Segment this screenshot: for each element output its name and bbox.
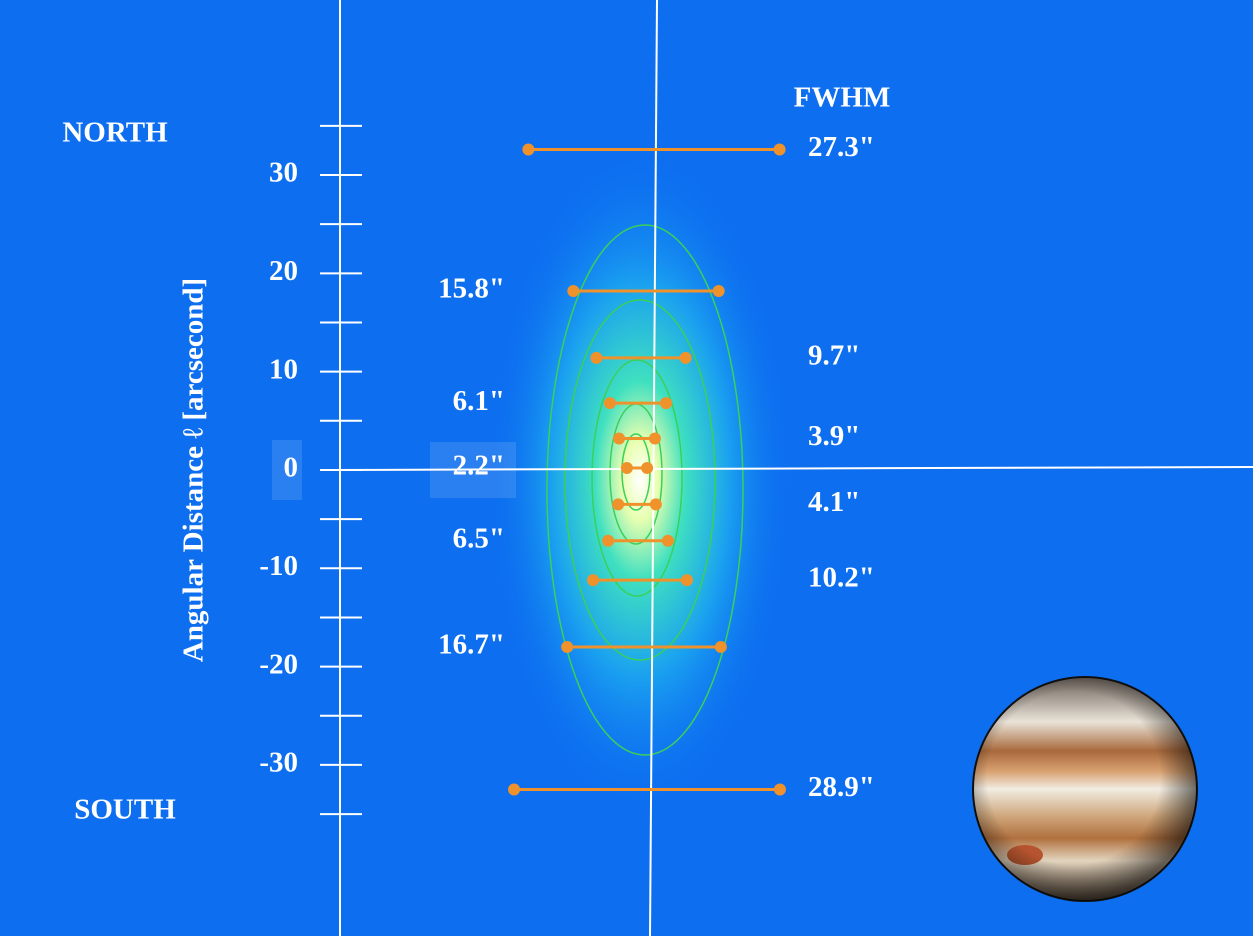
- y-tick-label: -30: [259, 747, 298, 779]
- bar-end: [602, 534, 615, 547]
- label-highlight: [272, 440, 302, 500]
- bar-end: [508, 783, 521, 796]
- north-label: NORTH: [62, 117, 168, 149]
- y-tick-label: -20: [259, 648, 298, 680]
- fwhm-value-label: 3.9": [808, 420, 860, 452]
- y-tick-label: -10: [259, 550, 298, 582]
- fwhm-value-label: 4.1": [808, 486, 860, 518]
- bar-end: [561, 640, 574, 653]
- bar-end: [773, 783, 786, 796]
- bar-end: [714, 640, 727, 653]
- contours: [546, 224, 744, 756]
- bar-end: [660, 397, 673, 410]
- fwhm-value-label: 27.3": [808, 131, 875, 163]
- bar-end: [620, 462, 633, 474]
- y-axis-label: Angular Distance ℓ [arcsecond]: [178, 278, 210, 662]
- fwhm-value-label: 9.7": [808, 340, 860, 372]
- fwhm-value-label: 16.7": [438, 629, 505, 661]
- bar-end: [612, 498, 625, 511]
- equator-line: [329, 466, 1253, 471]
- fwhm-label: FWHM: [794, 82, 891, 114]
- bar-end: [679, 351, 692, 364]
- fwhm-value-label: 15.8": [438, 273, 505, 305]
- fwhm-value-label: 28.9": [808, 771, 875, 803]
- fwhm-value-label: 10.2": [808, 562, 875, 594]
- south-label: SOUTH: [74, 794, 176, 826]
- bar-end: [522, 143, 535, 156]
- bar-end: [641, 462, 654, 474]
- fwhm-value-label: 2.2": [453, 450, 505, 482]
- y-tick-label: 0: [284, 452, 299, 484]
- bar-end: [649, 498, 662, 511]
- bar-end: [661, 534, 674, 547]
- bar-end: [680, 574, 693, 587]
- jupiter: [972, 676, 1198, 902]
- bar-end: [567, 285, 580, 298]
- fwhm-value-label: 6.5": [453, 522, 505, 554]
- bar-end: [613, 432, 626, 445]
- bar-end: [712, 285, 725, 298]
- y-tick-label: 10: [269, 353, 298, 385]
- fwhm-value-label: 6.1": [453, 385, 505, 417]
- bar-end: [590, 351, 603, 364]
- bar-end: [587, 574, 600, 587]
- glow: [490, 150, 790, 810]
- bar-end: [648, 432, 661, 445]
- bar-end: [773, 143, 786, 156]
- y-tick-label: 20: [269, 255, 298, 287]
- y-tick-label: 30: [269, 157, 298, 189]
- bar-end: [603, 397, 616, 410]
